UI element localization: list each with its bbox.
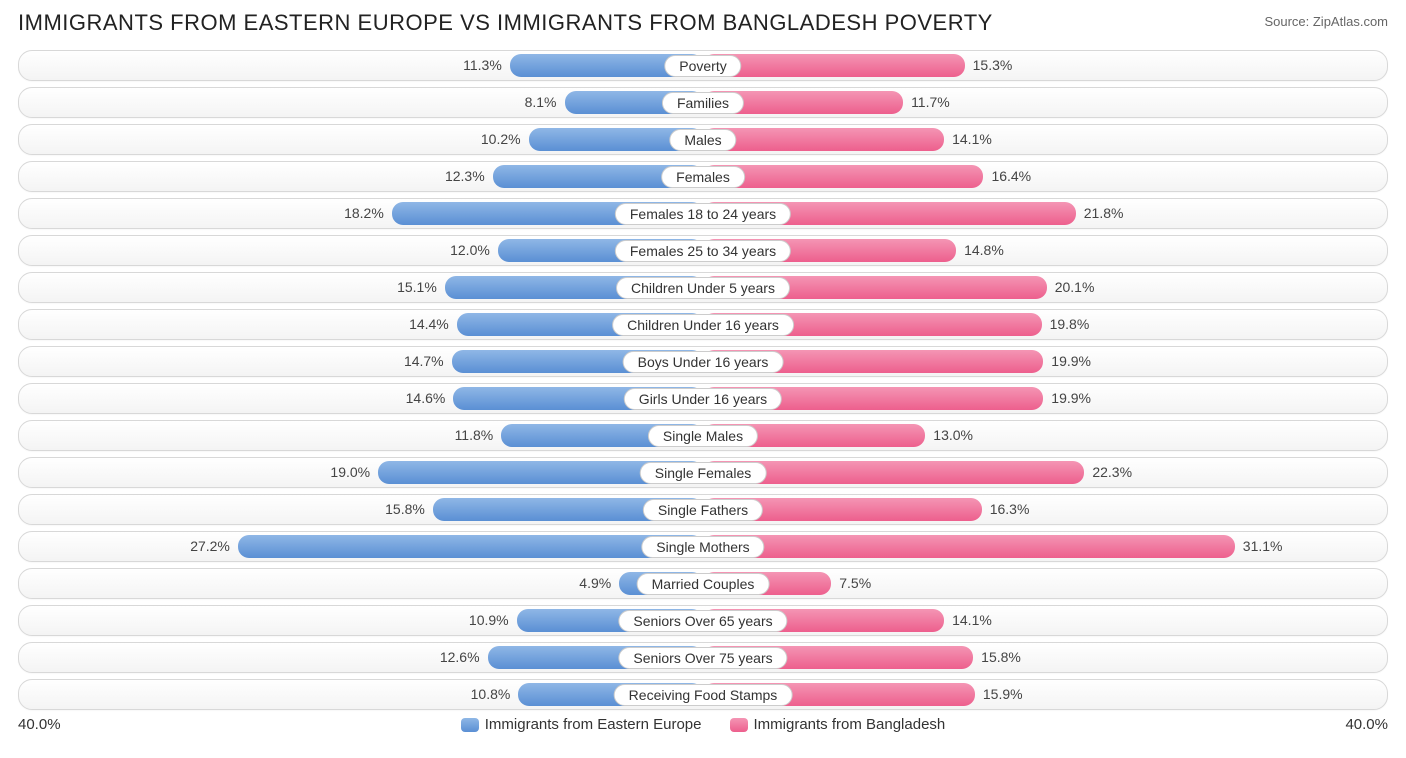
value-label-left: 14.6%: [406, 390, 446, 406]
value-label-left: 4.9%: [579, 575, 611, 591]
value-label-left: 14.4%: [409, 316, 449, 332]
value-label-right: 14.1%: [952, 131, 992, 147]
value-label-right: 16.3%: [990, 501, 1030, 517]
value-label-left: 12.6%: [440, 649, 480, 665]
value-label-right: 21.8%: [1084, 205, 1124, 221]
category-label: Single Mothers: [641, 536, 764, 558]
bar-row: 15.8% 16.3% Single Fathers: [18, 494, 1388, 525]
value-label-left: 18.2%: [344, 205, 384, 221]
bar-row: 12.0% 14.8% Females 25 to 34 years: [18, 235, 1388, 266]
value-label-left: 15.8%: [385, 501, 425, 517]
bar-row: 10.9% 14.1% Seniors Over 65 years: [18, 605, 1388, 636]
legend-swatch-right: [730, 718, 748, 732]
category-label: Children Under 16 years: [612, 314, 794, 336]
category-label: Girls Under 16 years: [624, 388, 782, 410]
value-label-right: 14.1%: [952, 612, 992, 628]
value-label-left: 10.2%: [481, 131, 521, 147]
legend-item-left: Immigrants from Eastern Europe: [461, 716, 702, 733]
bar-row: 27.2% 31.1% Single Mothers: [18, 531, 1388, 562]
category-label: Single Females: [640, 462, 767, 484]
bar-row: 10.2% 14.1% Males: [18, 124, 1388, 155]
value-label-right: 19.9%: [1051, 353, 1091, 369]
legend: Immigrants from Eastern Europe Immigrant…: [98, 716, 1308, 733]
bar-row: 14.4% 19.8% Children Under 16 years: [18, 309, 1388, 340]
diverging-bar-chart: 11.3%15.3%Poverty8.1%11.7%Families10.2%1…: [18, 50, 1388, 710]
bar-row: 14.6% 19.9% Girls Under 16 years: [18, 383, 1388, 414]
value-label-right: 22.3%: [1092, 464, 1132, 480]
bar-row: 8.1% 11.7% Families: [18, 87, 1388, 118]
value-label-left: 27.2%: [190, 538, 230, 554]
legend-swatch-left: [461, 718, 479, 732]
value-label-left: 12.0%: [450, 242, 490, 258]
category-label: Seniors Over 75 years: [618, 647, 787, 669]
value-label-right: 19.9%: [1051, 390, 1091, 406]
value-label-left: 11.8%: [455, 427, 494, 443]
category-label: Females 25 to 34 years: [615, 240, 791, 262]
bar-row: 19.0% 22.3% Single Females: [18, 457, 1388, 488]
bar-row: 11.3% 15.3% Poverty: [18, 50, 1388, 81]
category-label: Families: [662, 92, 744, 114]
bar-left: [238, 535, 703, 558]
bar-right: [703, 535, 1235, 558]
chart-title: IMMIGRANTS FROM EASTERN EUROPE VS IMMIGR…: [18, 10, 993, 36]
value-label-right: 11.7%: [911, 94, 950, 110]
bar-row: 4.9% 7.5% Married Couples: [18, 568, 1388, 599]
category-label: Poverty: [664, 55, 741, 77]
value-label-right: 15.9%: [983, 686, 1023, 702]
value-label-right: 31.1%: [1243, 538, 1283, 554]
bar-row: 14.7% 19.9% Boys Under 16 years: [18, 346, 1388, 377]
category-label: Single Fathers: [643, 499, 763, 521]
legend-item-right: Immigrants from Bangladesh: [730, 716, 946, 733]
value-label-left: 10.9%: [469, 612, 509, 628]
value-label-left: 8.1%: [525, 94, 557, 110]
bar-row: 11.8% 13.0% Single Males: [18, 420, 1388, 451]
category-label: Married Couples: [637, 573, 770, 595]
category-label: Males: [669, 129, 736, 151]
category-label: Receiving Food Stamps: [614, 684, 793, 706]
value-label-left: 14.7%: [404, 353, 444, 369]
value-label-right: 13.0%: [933, 427, 973, 443]
legend-label-left: Immigrants from Eastern Europe: [485, 716, 702, 733]
axis-legend-row: 40.0% Immigrants from Eastern Europe Imm…: [18, 716, 1388, 733]
category-label: Females: [661, 166, 745, 188]
bar-row: 12.6% 15.8% Seniors Over 75 years: [18, 642, 1388, 673]
bar-row: 15.1% 20.1% Children Under 5 years: [18, 272, 1388, 303]
value-label-right: 7.5%: [839, 575, 871, 591]
category-label: Children Under 5 years: [616, 277, 790, 299]
bar-row: 12.3% 16.4% Females: [18, 161, 1388, 192]
value-label-right: 15.3%: [973, 57, 1013, 73]
value-label-left: 11.3%: [463, 57, 502, 73]
bar-right: [703, 165, 983, 188]
bar-row: 18.2% 21.8% Females 18 to 24 years: [18, 198, 1388, 229]
value-label-left: 15.1%: [397, 279, 437, 295]
legend-label-right: Immigrants from Bangladesh: [754, 716, 946, 733]
value-label-right: 20.1%: [1055, 279, 1095, 295]
category-label: Single Males: [648, 425, 758, 447]
bar-row: 10.8% 15.9% Receiving Food Stamps: [18, 679, 1388, 710]
category-label: Seniors Over 65 years: [618, 610, 787, 632]
value-label-right: 19.8%: [1050, 316, 1090, 332]
axis-max-right: 40.0%: [1308, 716, 1388, 733]
value-label-left: 10.8%: [471, 686, 511, 702]
bar-right: [703, 54, 965, 77]
category-label: Boys Under 16 years: [623, 351, 784, 373]
bar-right: [703, 128, 944, 151]
value-label-right: 14.8%: [964, 242, 1004, 258]
value-label-right: 16.4%: [991, 168, 1031, 184]
value-label-left: 19.0%: [330, 464, 370, 480]
value-label-left: 12.3%: [445, 168, 485, 184]
value-label-right: 15.8%: [981, 649, 1021, 665]
source-attribution: Source: ZipAtlas.com: [1264, 10, 1388, 29]
axis-max-left: 40.0%: [18, 716, 98, 733]
category-label: Females 18 to 24 years: [615, 203, 791, 225]
